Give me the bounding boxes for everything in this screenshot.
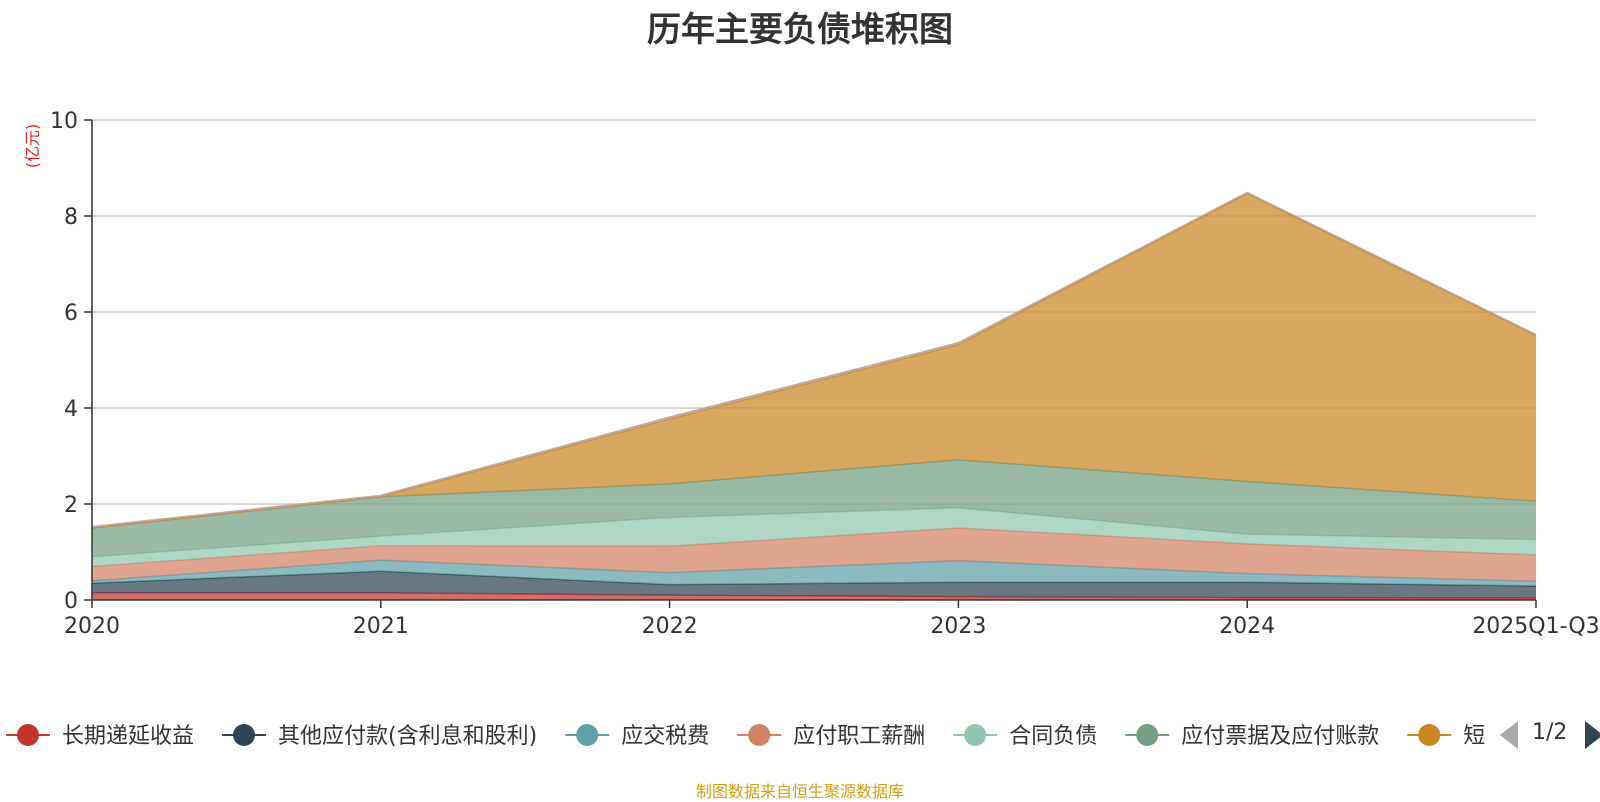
y-tick-label: 6 <box>64 301 78 326</box>
legend-circle-icon <box>1136 724 1159 746</box>
legend-label: 应交税费 <box>621 724 709 749</box>
axes: 0 2 4 6 8 10 2020 2021 2022 2023 2024 2025Q1-Q3 (亿元) <box>23 109 1600 639</box>
legend[interactable]: 长期递延收益 其他应付款(含利息和股利) 应交税费 应付职工薪酬 合同负债 应付票据及应付… <box>6 724 1551 749</box>
y-tick-label: 0 <box>64 589 78 614</box>
legend-circle-icon <box>748 724 771 746</box>
area-series-5 <box>92 507 1536 567</box>
legend-circle-icon <box>964 724 987 746</box>
legend-item-7[interactable]: 短期借款 <box>1407 724 1551 749</box>
legend-item-1[interactable]: 长期递延收益 <box>6 724 194 749</box>
legend-item-5[interactable]: 合同负债 <box>953 724 1097 749</box>
y-tick-label: 8 <box>64 205 78 230</box>
x-tick-label: 2021 <box>353 614 409 639</box>
legend-label: 长期递延收益 <box>62 724 194 749</box>
legend-circle-icon <box>1418 724 1441 746</box>
legend-label: 合同负债 <box>1009 724 1097 749</box>
legend-page-indicator: 1/2 <box>1532 720 1568 745</box>
legend-item-6[interactable]: 应付票据及应付账款 <box>1125 724 1379 749</box>
x-tick-label: 2020 <box>64 614 120 639</box>
legend-label: 应付票据及应付账款 <box>1181 724 1379 749</box>
area-series-6 <box>92 459 1536 557</box>
area-series-7 <box>92 193 1536 528</box>
legend-item-2[interactable]: 其他应付款(含利息和股利) <box>222 724 537 749</box>
x-tick-label: 2023 <box>930 614 986 639</box>
legend-circle-icon <box>17 724 39 746</box>
x-tick-label: 2025Q1-Q3 <box>1472 614 1599 639</box>
source-note: 制图数据来自恒生聚源数据库 <box>695 782 904 801</box>
area-series-2 <box>92 571 1536 599</box>
area-series <box>91 191 1537 600</box>
legend-circle-icon <box>576 724 599 746</box>
legend-item-3[interactable]: 应交税费 <box>565 724 709 749</box>
area-series-3 <box>92 560 1536 587</box>
x-tick-label: 2022 <box>642 614 698 639</box>
y-tick-label: 2 <box>64 493 78 518</box>
legend-prev-arrow-icon[interactable] <box>1500 721 1518 749</box>
legend-circle-icon <box>233 724 256 746</box>
y-tick-label: 10 <box>50 109 78 134</box>
y-tick-label: 4 <box>64 397 78 422</box>
legend-next-arrow-icon[interactable] <box>1585 721 1600 749</box>
chart-title: 历年主要负债堆积图 <box>647 10 953 50</box>
y-axis-unit-label: (亿元) <box>23 124 42 169</box>
legend-pager[interactable] <box>1500 721 1600 749</box>
area-series-line-8 <box>91 191 1537 528</box>
legend-item-4[interactable]: 应付职工薪酬 <box>737 724 925 749</box>
legend-label: 短期借款 <box>1463 724 1551 749</box>
legend-label: 应付职工薪酬 <box>793 724 925 749</box>
area-series-4 <box>92 528 1536 582</box>
legend-label: 其他应付款(含利息和股利) <box>278 724 537 749</box>
x-tick-label: 2024 <box>1219 614 1275 639</box>
